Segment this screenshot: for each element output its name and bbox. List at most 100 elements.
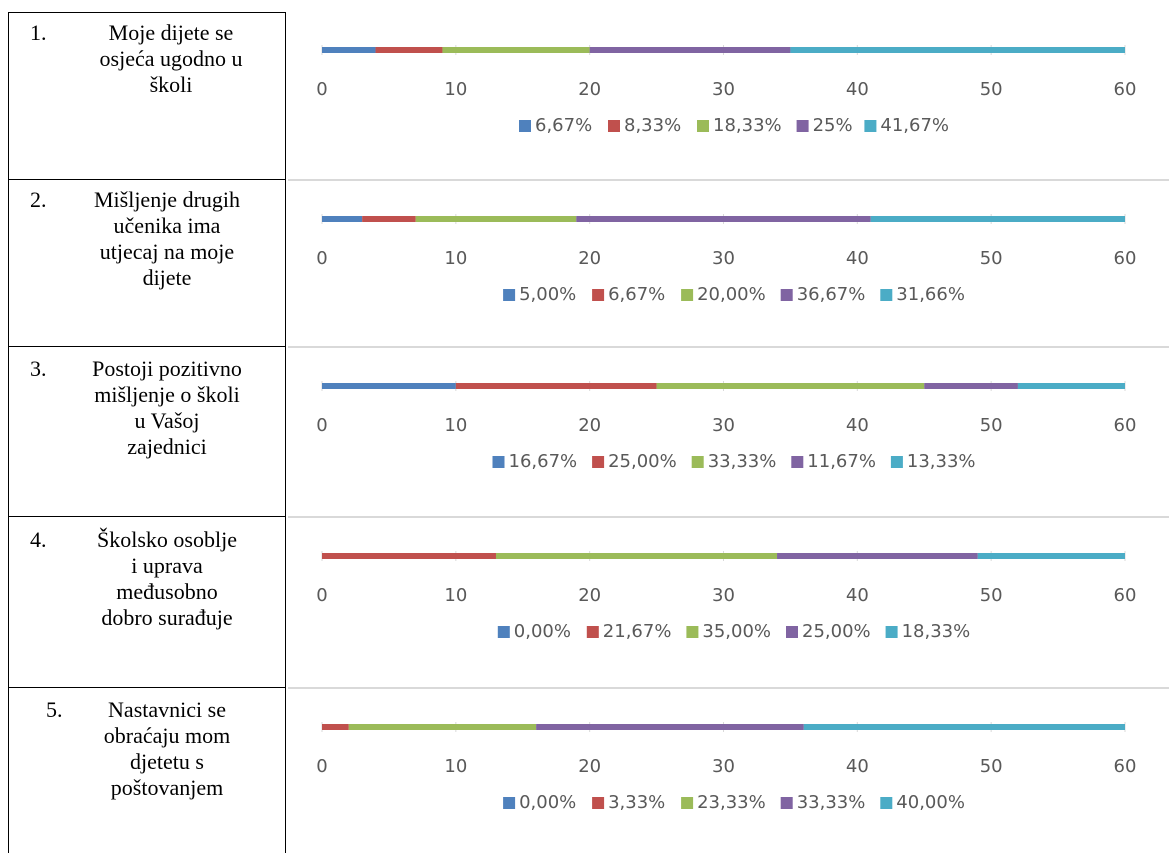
legend-label: 6,67%	[535, 115, 592, 136]
x-tick-label: 10	[444, 756, 467, 777]
x-tick-label: 40	[846, 756, 869, 777]
x-tick-label: 0	[316, 756, 327, 777]
legend-label: 18,33%	[902, 621, 971, 642]
table-border-top	[8, 12, 286, 13]
bar-segment	[803, 724, 1125, 730]
x-tick-label: 20	[578, 248, 601, 269]
bar-segment	[348, 724, 537, 730]
x-tick-label: 0	[316, 415, 327, 436]
legend-marker	[786, 626, 798, 638]
bar-segment	[870, 216, 1125, 222]
legend-marker	[686, 626, 699, 638]
x-tick-label: 20	[578, 756, 601, 777]
chart-separator	[288, 516, 1169, 518]
bar-segment	[322, 47, 376, 53]
x-tick-label: 60	[1114, 248, 1137, 269]
chart-separator	[288, 346, 1169, 348]
legend-marker	[780, 797, 793, 809]
legend-label: 6,67%	[608, 284, 665, 305]
legend-marker	[796, 120, 809, 132]
x-tick-label: 60	[1114, 415, 1137, 436]
question-number: 2.	[30, 187, 47, 212]
question-number: 4.	[30, 527, 47, 552]
legend-label: 40,00%	[896, 792, 965, 813]
bar-segment	[790, 47, 1125, 53]
legend-marker	[592, 289, 605, 301]
legend-marker	[503, 797, 516, 809]
x-tick-label: 10	[444, 79, 467, 100]
legend-label: 33,33%	[708, 451, 777, 472]
x-tick-label: 30	[712, 756, 735, 777]
x-tick-label: 60	[1114, 79, 1137, 100]
legend-marker	[492, 456, 505, 468]
bar-segment	[375, 47, 443, 53]
table-divider	[8, 687, 286, 688]
legend-label: 8,33%	[624, 115, 681, 136]
legend-label: 23,33%	[697, 792, 766, 813]
stacked-bar-chart-2: 0 10 20 30 40 50 60 5,00% 6,67% 20,00% 36,67% 31,66…	[316, 214, 1137, 305]
bar-segment	[589, 47, 791, 53]
bar-segment	[495, 553, 778, 559]
x-tick-label: 0	[316, 79, 327, 100]
legend-marker	[497, 626, 510, 638]
table-divider	[8, 516, 286, 517]
legend-label: 41,67%	[880, 115, 949, 136]
legend-label: 25%	[813, 115, 853, 136]
bar-segment	[322, 553, 496, 559]
x-tick-label: 10	[444, 248, 467, 269]
legend-marker	[586, 626, 599, 638]
x-tick-label: 40	[846, 585, 869, 606]
question-table	[8, 12, 286, 853]
x-tick-label: 60	[1114, 756, 1137, 777]
bar-segment	[322, 724, 349, 730]
bar-segment	[322, 383, 456, 389]
legend-marker	[691, 456, 704, 468]
question-text: Postoji pozitivno mišljenje o školi u Va…	[92, 356, 242, 459]
legend-marker	[608, 120, 620, 132]
legend-marker	[697, 120, 709, 132]
chart-legend: 0,00% 21,67% 35,00% 25,00% 18,33%	[497, 621, 971, 642]
legend-label: 36,67%	[797, 284, 866, 305]
legend-label: 35,00%	[702, 621, 771, 642]
legend-marker	[592, 797, 605, 809]
legend-label: 11,67%	[807, 451, 876, 472]
legend-marker	[592, 456, 605, 468]
bar-segment	[536, 724, 804, 730]
chart-separator	[288, 179, 1169, 181]
x-tick-label: 50	[980, 415, 1003, 436]
bar-segment	[576, 216, 871, 222]
legend-label: 20,00%	[697, 284, 766, 305]
legend-marker	[880, 289, 893, 301]
bar-segment	[656, 383, 925, 389]
legend-marker	[681, 797, 694, 809]
question-number: 1.	[30, 20, 47, 45]
legend-label: 13,33%	[907, 451, 976, 472]
x-tick-label: 40	[846, 79, 869, 100]
x-tick-label: 20	[578, 585, 601, 606]
x-tick-label: 0	[316, 585, 327, 606]
bar-segment	[777, 553, 978, 559]
x-tick-label: 20	[578, 79, 601, 100]
legend-marker	[503, 289, 516, 301]
question-text: Moje dijete se osjeća ugodno u školi	[99, 20, 243, 97]
legend-label: 21,67%	[603, 621, 672, 642]
chart-legend: 16,67% 25,00% 33,33% 11,67% 13,33%	[492, 451, 976, 472]
table-divider	[8, 346, 286, 347]
x-tick-label: 50	[980, 248, 1003, 269]
legend-label: 18,33%	[713, 115, 782, 136]
question-number: 5.	[46, 697, 63, 722]
legend-marker	[890, 456, 903, 468]
bar-segment	[924, 383, 1018, 389]
legend-marker	[519, 120, 531, 132]
x-tick-label: 40	[846, 415, 869, 436]
legend-label: 0,00%	[514, 621, 571, 642]
legend-label: 25,00%	[608, 451, 677, 472]
chart-legend: 0,00% 3,33% 23,33% 33,33% 40,00%	[503, 792, 965, 813]
legend-marker	[885, 626, 898, 638]
question-text: Školsko osoblje i uprava međusobno dobro…	[97, 527, 237, 630]
stacked-bar-chart-1: 0 10 20 30 40 50 60 6,67% 8,33% 18,33% 25% 41,67%	[316, 45, 1137, 136]
stacked-bar-chart-3: 0 10 20 30 40 50 60 16,67% 25,00% 33,33% 11,67% 13,…	[316, 381, 1137, 472]
bar-segment	[977, 553, 1125, 559]
legend-label: 33,33%	[797, 792, 866, 813]
legend-marker	[780, 289, 793, 301]
